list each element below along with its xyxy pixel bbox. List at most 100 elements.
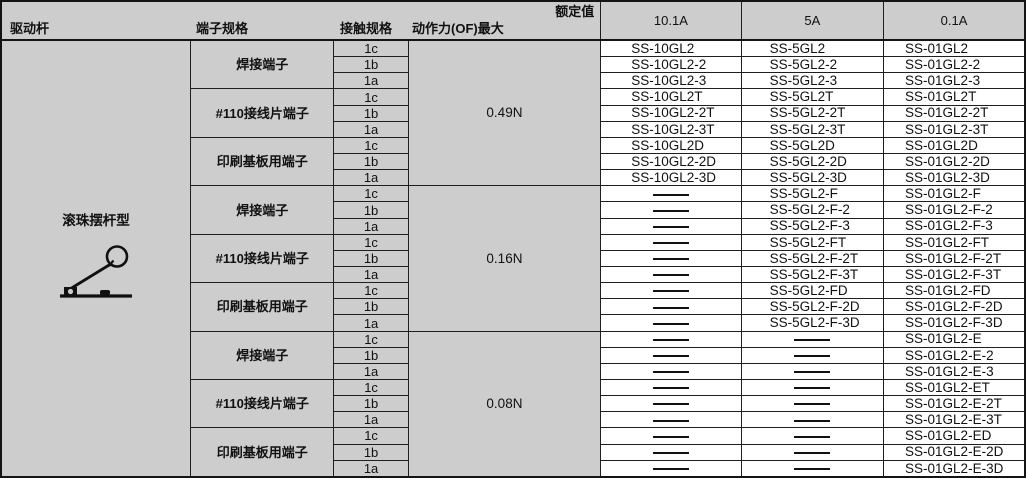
empty-model-cell <box>600 266 742 284</box>
contact-form-cell: 1a <box>333 169 409 187</box>
model-cell: SS-01GL2-FD <box>883 282 1026 300</box>
roller-lever-icon <box>60 244 133 298</box>
table-row: 1b SS-5GL2-F-2T SS-01GL2-F-2T <box>1 249 1026 268</box>
contact-form-cell: 1c <box>333 282 409 300</box>
table-row: 1a SS-01GL2-E-3T <box>1 411 1026 429</box>
table-row: 1b SS-5GL2-F-2 SS-01GL2-F-2 <box>1 201 1026 219</box>
contact-form-cell: 1b <box>333 395 409 413</box>
table-row: 焊接端子 1c 0.16N SS-5GL2-F SS-01GL2-F <box>1 185 1026 332</box>
model-cell: SS-5GL2-F-2D <box>740 298 885 316</box>
contact-form-cell: 1b <box>333 56 409 74</box>
model-cell: SS-5GL2T <box>740 88 885 106</box>
model-cell: SS-01GL2-E-3T <box>883 411 1026 429</box>
table-row: 滚珠摆杆型 焊接端子 1c 0.49N SS-10GL2 SS-5GL2 SS-01GL2 <box>0 39 1026 478</box>
contact-form-cell: 1b <box>333 104 409 122</box>
contact-form-cell: 1b <box>333 298 409 316</box>
model-cell: SS-10GL2 <box>600 39 742 58</box>
contact-form-cell: 1c <box>333 39 409 58</box>
model-cell: SS-01GL2-F-2T <box>883 249 1026 268</box>
empty-model-cell <box>740 330 885 348</box>
model-cell: SS-01GL2-2 <box>883 56 1026 74</box>
model-cell: SS-10GL2T <box>600 88 742 106</box>
model-cell: SS-01GL2-2T <box>883 104 1026 122</box>
model-cell: SS-5GL2-3T <box>740 120 885 138</box>
drive-lever-content: 滚珠摆杆型 <box>2 214 190 303</box>
contact-form-cell: 1b <box>333 443 409 461</box>
empty-model-cell <box>600 298 742 316</box>
model-cell: SS-10GL2-3 <box>600 72 742 90</box>
model-cell: SS-01GL2-F-3D <box>883 314 1026 332</box>
operating-force-cell: 0.08N <box>407 330 602 478</box>
no-model-dash <box>794 419 831 422</box>
model-cell: SS-01GL2-E-3 <box>883 362 1026 381</box>
model-cell: SS-5GL2-F <box>740 185 885 203</box>
table-row: 1b SS-5GL2-F-2D SS-01GL2-F-2D <box>1 298 1026 316</box>
contact-form-cell: 1c <box>333 185 409 203</box>
model-cell: SS-5GL2-2T <box>740 104 885 122</box>
model-cell: SS-01GL2-FT <box>883 233 1026 251</box>
contact-form-cell: 1c <box>333 378 409 397</box>
model-cell: SS-5GL2-3D <box>740 169 885 187</box>
empty-model-cell <box>600 330 742 348</box>
column-header-contact-spec: 接触规格 <box>340 21 393 36</box>
model-cell: SS-5GL2-FT <box>740 233 885 251</box>
table-row: 印刷基板用端子 1c SS-5GL2-FD SS-01GL2-FD <box>1 282 1026 332</box>
empty-model-cell <box>600 233 742 251</box>
model-cell: SS-01GL2-F <box>883 185 1026 203</box>
contact-form-cell: 1b <box>333 201 409 219</box>
column-header-drive-lever: 驱动杆 <box>10 21 50 36</box>
model-cell: SS-10GL2-3D <box>600 169 742 187</box>
model-cell: SS-01GL2-E <box>883 330 1026 348</box>
model-cell: SS-01GL2-3T <box>883 120 1026 138</box>
no-model-dash <box>652 403 689 406</box>
contact-form-cell: 1c <box>333 136 409 155</box>
table-body: 滚珠摆杆型 焊接端子 1c 0.49N SS-10GL2 SS-5GL2 SS-01GL2 1… <box>0 39 1026 478</box>
model-cell: SS-5GL2D <box>740 136 885 155</box>
empty-model-cell <box>600 459 742 478</box>
empty-model-cell <box>600 443 742 461</box>
model-cell: SS-10GL2-2T <box>600 104 742 122</box>
model-cell: SS-01GL2-E-3D <box>883 459 1026 478</box>
no-model-dash <box>652 419 689 422</box>
terminal-type-cell: 印刷基板用端子 <box>190 136 335 187</box>
empty-model-cell <box>740 411 885 429</box>
model-cell: SS-5GL2 <box>740 39 885 58</box>
no-model-dash <box>794 338 831 341</box>
model-cell: SS-01GL2-ET <box>883 378 1026 397</box>
table-row: 印刷基板用端子 1c SS-10GL2D SS-5GL2D SS-01GL2D <box>1 136 1026 187</box>
drive-lever-cell: 滚珠摆杆型 <box>0 39 192 478</box>
empty-model-cell <box>740 395 885 413</box>
no-model-dash <box>652 290 689 293</box>
operating-force-cell: 0.49N <box>407 39 602 187</box>
header-row: 额定值 驱动杆 端子规格 接触规格 动作力(OF)最大 10.1A 5A 0.1… <box>0 0 1026 41</box>
contact-form-cell: 1c <box>333 88 409 106</box>
model-cell: SS-01GL2-E-2D <box>883 443 1026 461</box>
empty-model-cell <box>600 282 742 300</box>
table-row: 1a SS-01GL2-E-3 <box>1 362 1026 381</box>
no-model-dash <box>652 193 689 196</box>
contact-form-cell: 1c <box>333 330 409 348</box>
empty-model-cell <box>740 427 885 445</box>
contact-form-cell: 1a <box>333 217 409 235</box>
contact-form-cell: 1a <box>333 362 409 381</box>
model-cell: SS-10GL2-2D <box>600 153 742 171</box>
model-cell: SS-01GL2-2D <box>883 153 1026 171</box>
model-cell: SS-01GL2-F-3T <box>883 266 1026 284</box>
operating-force-cell: 0.16N <box>407 185 602 332</box>
empty-model-cell <box>600 249 742 268</box>
no-model-dash <box>652 468 689 471</box>
table-row: 1b SS-01GL2-E-2D <box>1 443 1026 461</box>
terminal-type-cell: #110接线片端子 <box>190 88 335 138</box>
no-model-dash <box>652 322 689 325</box>
model-cell: SS-10GL2-2 <box>600 56 742 74</box>
terminal-type-cell: #110接线片端子 <box>190 233 335 284</box>
model-cell: SS-5GL2-F-3D <box>740 314 885 332</box>
empty-model-cell <box>740 443 885 461</box>
contact-form-cell: 1b <box>333 249 409 268</box>
table-row: #110接线片端子 1c SS-10GL2T SS-5GL2T SS-01GL2T <box>1 88 1026 138</box>
contact-form-cell: 1a <box>333 266 409 284</box>
empty-model-cell <box>600 201 742 219</box>
model-cell: SS-5GL2-3 <box>740 72 885 90</box>
